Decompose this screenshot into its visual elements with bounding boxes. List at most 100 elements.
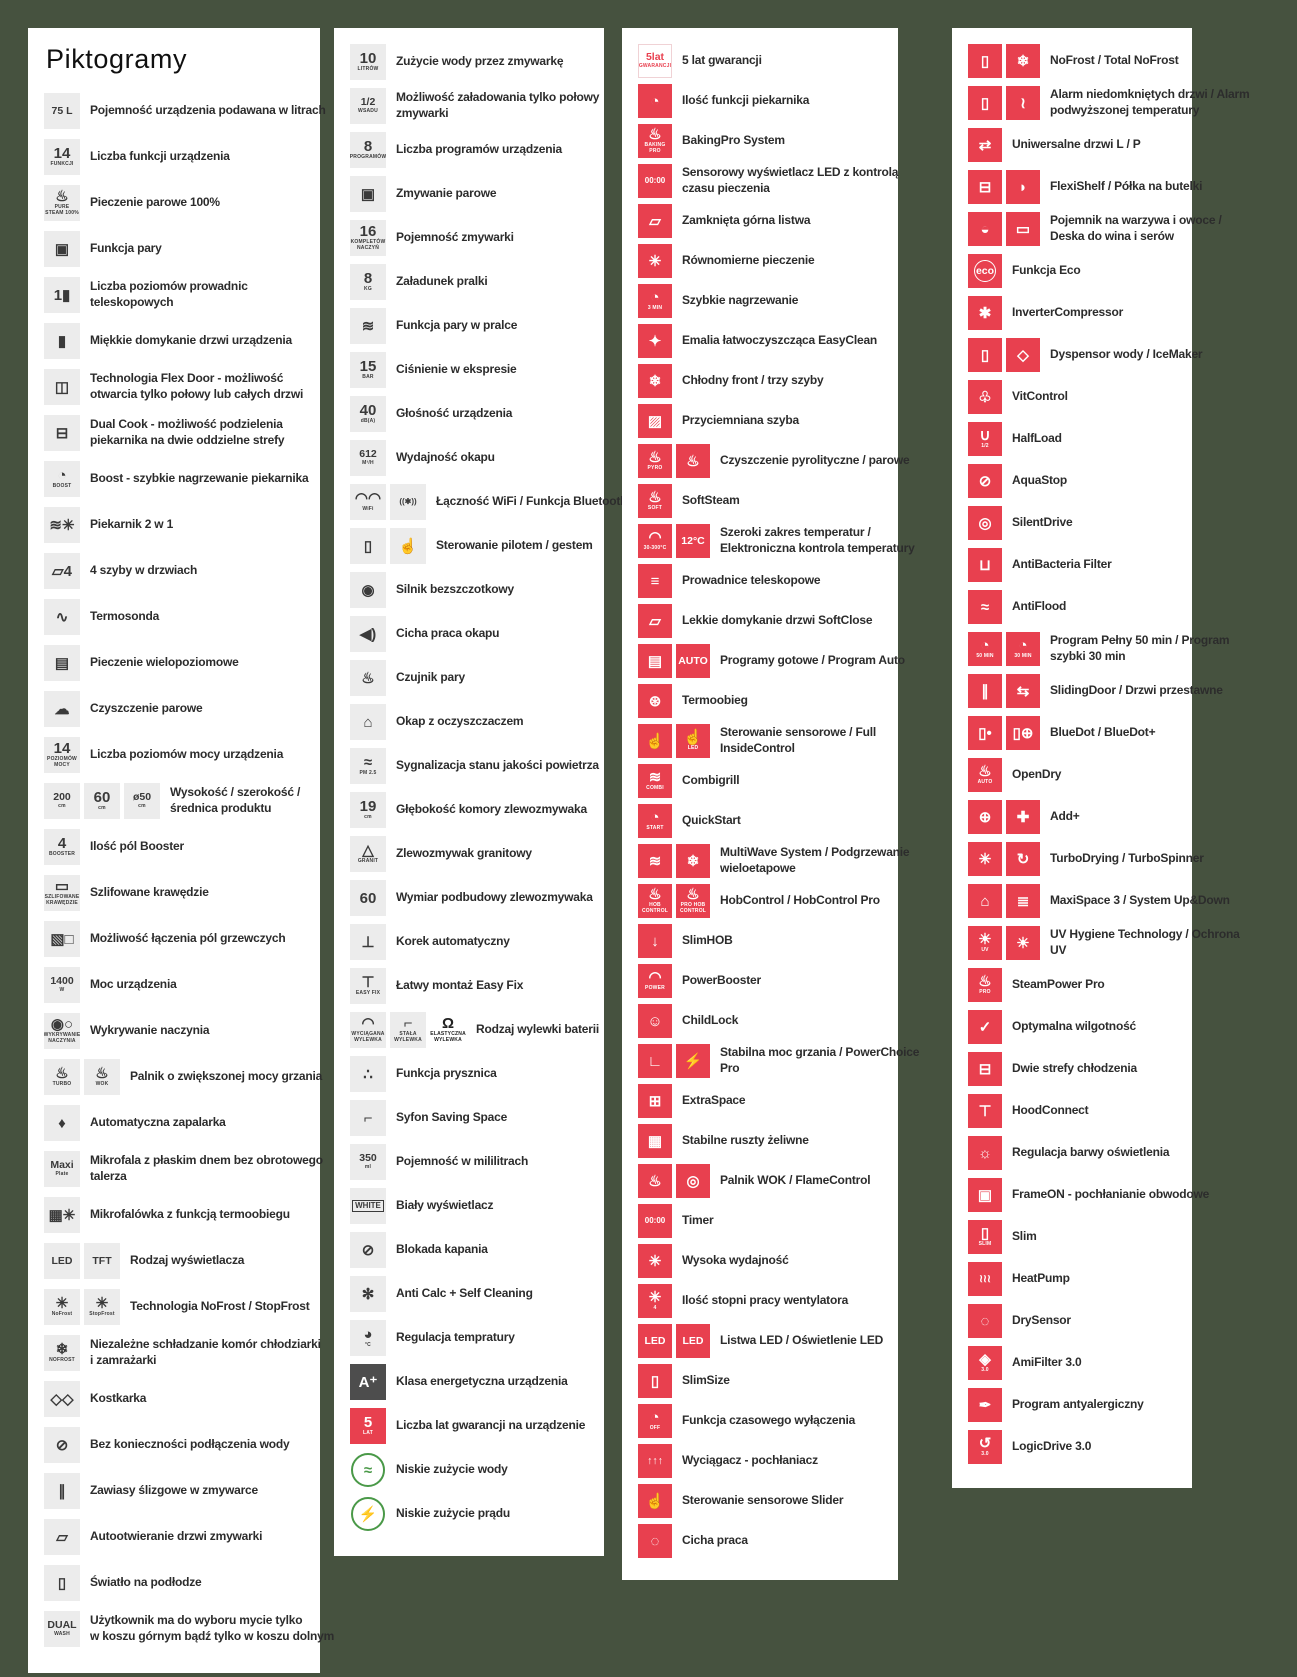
pictogram-label: Niezależne schładzanie komór chłodziarki… <box>90 1337 321 1367</box>
wysoka-wydajnosc-icon: ✳ <box>638 1244 672 1278</box>
pictogram-icons: ≋✳ <box>44 507 80 543</box>
row-niskie-zuzycie-wody: ≈ Niskie zużycie wody <box>350 1452 604 1488</box>
row-drysensor: ◌ DrySensor <box>968 1304 1192 1338</box>
pictogram-icons: ☺ <box>638 1004 672 1038</box>
pictogram-icons: ◎ <box>968 506 1002 540</box>
maxispace-3-system-up-down-icon: ⌂ <box>968 884 1002 918</box>
pictogram-label: Niskie zużycie prądu <box>396 1506 511 1521</box>
pictogram-icons: 4 BOOSTER <box>44 829 80 865</box>
hoodconnect-icon: ⊤ <box>968 1094 1002 1128</box>
klasa-energetyczna-urzadzenia-icon: A⁺ <box>350 1364 386 1400</box>
pictogram-label: NoFrost / Total NoFrost <box>1050 53 1179 68</box>
pictogram-icons: ✳ ↻ <box>968 842 1040 876</box>
row-funkcja-eco: eco Funkcja Eco <box>968 254 1192 288</box>
pictogram-icons: ☼ <box>968 1136 1002 1170</box>
row-mozliwosc-laczenia-pol-grzewczych: ▧□ Możliwość łączenia pól grzewczych <box>44 921 320 957</box>
pictogram-label: Korek automatyczny <box>396 934 510 949</box>
pictogram-label: Program Pełny 50 min / Program szybki 30… <box>1050 633 1230 663</box>
chlodny-front-trzy-szyby-icon: ❄ <box>638 364 672 398</box>
lacznosc-wifi-funkcja-bluetooth-icon: ((✱)) <box>390 484 426 520</box>
palnik-o-zwiekszonej-mocy-grzania-icon: ♨ TURBO <box>44 1059 80 1095</box>
row-heatpump: ≀≀≀ HeatPump <box>968 1262 1192 1296</box>
pictogram-icons: 40 dB(A) <box>350 396 386 432</box>
lekkie-domykanie-drzwi-softclose-icon: ▱ <box>638 604 672 638</box>
pictogram-label: Stabilne ruszty żeliwne <box>682 1133 809 1148</box>
row-bakingpro-system: ♨ BAKING PRO BakingPro System <box>638 124 898 158</box>
row-slimhob: ↓ SlimHOB <box>638 924 898 958</box>
szeroki-zakres-temperatur-elektroniczna-kontrola-icon: 12°C <box>676 524 710 558</box>
pictogram-icons: ◫ <box>44 369 80 405</box>
pictogram-label: Combigrill <box>682 773 740 788</box>
technologia-nofrost-stopfrost-icon: ✳ NoFrost <box>44 1289 80 1325</box>
pictogram-label: AquaStop <box>1012 473 1068 488</box>
pictogram-label: AntiBacteria Filter <box>1012 557 1112 572</box>
row-sensorowy-wyswietlacz-led-z-kontrola: 00:00 Sensorowy wyświetlacz LED z kontrol… <box>638 164 898 198</box>
row-boost-szybkie-nagrzewanie-piekarnika: ◔ BOOST Boost - szybkie nagrzewanie piekar… <box>44 461 320 497</box>
pictogram-label: Termosonda <box>90 609 160 624</box>
antiflood-icon: ≈ <box>968 590 1002 624</box>
aquastop-icon: ⊘ <box>968 464 1002 498</box>
funkcja-prysznica-icon: ∴ <box>350 1056 386 1092</box>
column-3-rows: 5lat GWARANCJI 5 lat gwarancji ◔ Ilość funkc… <box>638 44 919 1558</box>
column-1-rows: 75 L Pojemność urządzenia podawana w litr… <box>44 93 334 1647</box>
pictogram-icons: ◕ °C <box>350 1320 386 1356</box>
row-hoodconnect: ⊤ HoodConnect <box>968 1094 1192 1128</box>
przyciemniana-szyba-icon: ▨ <box>638 404 672 438</box>
row-cicha-praca-okapu: ◀) Cicha praca okapu <box>350 616 604 652</box>
rodzaj-wyswietlacza-icon: TFT <box>84 1243 120 1279</box>
pictogram-icons: 19 cm <box>350 792 386 828</box>
pictogram-icons: ✱ <box>968 296 1002 330</box>
pictogram-icons: 200 cm 60 cm ø50 cm <box>44 783 160 819</box>
ilosc-stopni-pracy-wentylatora-icon: ✳ 4 <box>638 1284 672 1318</box>
pictogram-icons: ∪ 1/2 <box>968 422 1002 456</box>
row-quickstart: ◔ START QuickStart <box>638 804 898 838</box>
pictogram-icons: ▧□ <box>44 921 80 957</box>
pictogram-icons: LED TFT <box>44 1243 120 1279</box>
row-latwy-montaz-easy-fix: ⊤ EASY FIX Łatwy montaż Easy Fix <box>350 968 604 1004</box>
pictogram-icons: ≋ <box>350 308 386 344</box>
pictogram-label: Listwa LED / Oświetlenie LED <box>720 1333 884 1348</box>
niezalezne-schladzanie-komor-chlodziarki-i-icon: ❄ NOFROST <box>44 1335 80 1371</box>
pictograms-column-2: 10 LITRÓW Zużycie wody przez zmywarkę 1/2 WS… <box>334 28 628 1556</box>
pictogram-icons: ⊥ <box>350 924 386 960</box>
uv-hygiene-technology-ochrona-uv-icon: ☀ <box>1006 926 1040 960</box>
pictogram-icons: ▯ <box>44 1565 80 1601</box>
pictogram-label: Wymiar podbudowy zlewozmywaka <box>396 890 593 905</box>
row-technologia-nofrost-stopfrost: ✳ NoFrost ✳ StopFrost Technologia NoFrost / … <box>44 1289 320 1325</box>
pictogram-icons: ▯• ▯⊕ <box>968 716 1040 750</box>
pictogram-icons: ☝ <box>638 1484 672 1518</box>
maxispace-3-system-up-down-icon: ≣ <box>1006 884 1040 918</box>
czujnik-pary-icon: ♨ <box>350 660 386 696</box>
opendry-icon: ♨ AUTO <box>968 758 1002 792</box>
pictogram-label: Mikrofalówka z funkcją termoobiegu <box>90 1207 290 1222</box>
pictogram-label: MaxiSpace 3 / System Up&Down <box>1050 893 1230 908</box>
row-alarm-niedomknietych-drzwi-alarm-podwyzszonej: ▯ ≀ Alarm niedomkniętych drzwi / Alarm pod… <box>968 86 1250 120</box>
pieczenie-wielopoziomowe-icon: ▤ <box>44 645 80 681</box>
row-slim: ▯ SLIM Slim <box>968 1220 1192 1254</box>
row-wymiar-podbudowy-zlewozmywaka: 60 Wymiar podbudowy zlewozmywaka <box>350 880 604 916</box>
pictogram-label: Blokada kapania <box>396 1242 488 1257</box>
pictogram-icons: 1400 W <box>44 967 80 1003</box>
pictogram-icons: ♨ SOFT <box>638 484 672 518</box>
mozliwosc-zaladowania-tylko-polowy-zmywarki-icon: 1/2 WSADU <box>350 88 386 124</box>
row-termosonda: ∿ Termosonda <box>44 599 320 635</box>
technologia-flex-door-mozliwosc-otwarcia-icon: ◫ <box>44 369 80 405</box>
row-nofrost-total-nofrost: ▯ ❄ NoFrost / Total NoFrost <box>968 44 1192 78</box>
pictogram-icons: ▱ <box>638 204 672 238</box>
silnik-bezszczotkowy-icon: ◉ <box>350 572 386 608</box>
pictogram-icons: ∴ <box>350 1056 386 1092</box>
add-icon: ✚ <box>1006 800 1040 834</box>
row-slidingdoor-drzwi-przestawne: ∥ ⇆ SlidingDoor / Drzwi przestawne <box>968 674 1223 708</box>
multiwave-system-podgrzewanie-wieloetapowe-icon: ❄ <box>676 844 710 878</box>
pictogram-icons: ▱ <box>44 1519 80 1555</box>
pictogram-label: InverterCompressor <box>1012 305 1124 320</box>
row-vitcontrol: ♧ VitControl <box>968 380 1192 414</box>
pictogram-label: Timer <box>682 1213 714 1228</box>
row-bez-koniecznosci-podlaczenia-wody: ⊘ Bez konieczności podłączenia wody <box>44 1427 320 1463</box>
row-amifilter-3-0: ◈ 3.0 AmiFilter 3.0 <box>968 1346 1192 1380</box>
zlewozmywak-granitowy-icon: △ GRANIT <box>350 836 386 872</box>
row-bluedot-bluedot: ▯• ▯⊕ BlueDot / BlueDot+ <box>968 716 1192 750</box>
pictogram-icons: ♨ HOB CONTROL ♨ PRO HOB CONTROL <box>638 884 710 918</box>
pictogram-icons: ⇄ <box>968 128 1002 162</box>
pictogram-icons: ⌂ ≣ <box>968 884 1040 918</box>
